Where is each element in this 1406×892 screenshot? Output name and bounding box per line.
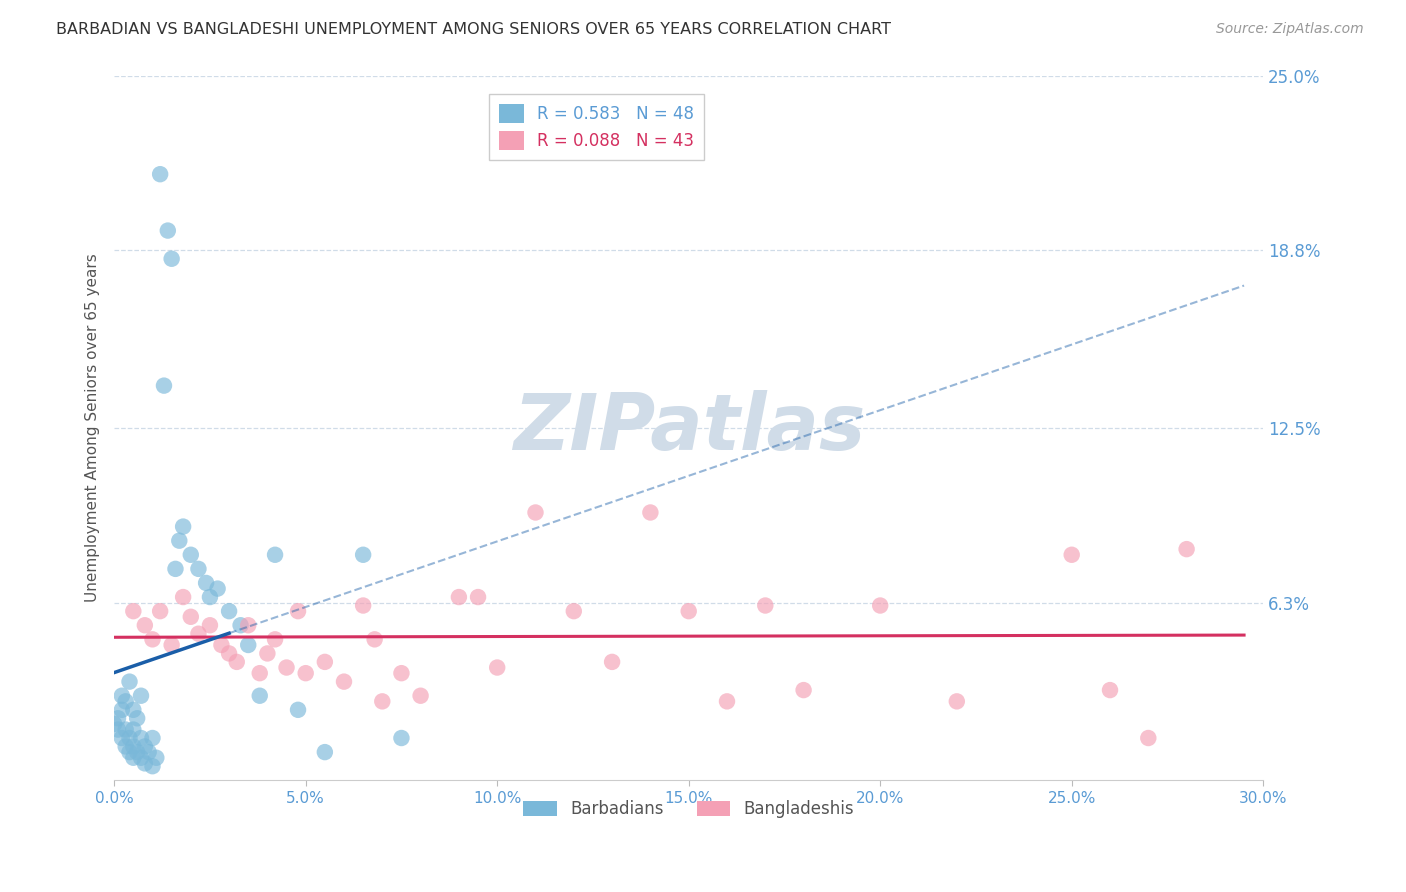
Point	[141, 759, 163, 773]
Point	[391, 666, 413, 681]
Point	[111, 689, 134, 703]
Point	[249, 666, 271, 681]
Point	[134, 756, 156, 771]
Legend: Barbadians, Bangladeshis: Barbadians, Bangladeshis	[516, 794, 860, 825]
Point	[129, 750, 152, 764]
Point	[129, 689, 152, 703]
Point	[238, 618, 260, 632]
Point	[114, 694, 136, 708]
Point	[207, 582, 229, 596]
Point	[198, 590, 221, 604]
Point	[160, 252, 183, 266]
Text: ZIPatlas: ZIPatlas	[513, 390, 865, 466]
Point	[118, 731, 141, 745]
Point	[249, 689, 271, 703]
Point	[172, 590, 194, 604]
Point	[946, 694, 969, 708]
Point	[678, 604, 700, 618]
Point	[229, 618, 252, 632]
Point	[218, 604, 240, 618]
Point	[562, 604, 585, 618]
Point	[127, 711, 149, 725]
Point	[114, 723, 136, 737]
Point	[314, 655, 336, 669]
Point	[256, 647, 278, 661]
Point	[111, 731, 134, 745]
Point	[156, 223, 179, 237]
Point	[195, 576, 218, 591]
Point	[118, 674, 141, 689]
Point	[187, 562, 209, 576]
Text: Source: ZipAtlas.com: Source: ZipAtlas.com	[1216, 22, 1364, 37]
Point	[600, 655, 623, 669]
Point	[180, 548, 202, 562]
Y-axis label: Unemployment Among Seniors over 65 years: Unemployment Among Seniors over 65 years	[86, 253, 100, 602]
Point	[160, 638, 183, 652]
Point	[287, 703, 309, 717]
Point	[294, 666, 316, 681]
Point	[129, 731, 152, 745]
Point	[122, 703, 145, 717]
Point	[264, 632, 287, 647]
Point	[149, 167, 172, 181]
Point	[225, 655, 247, 669]
Point	[287, 604, 309, 618]
Point	[1175, 542, 1198, 557]
Point	[141, 731, 163, 745]
Point	[122, 723, 145, 737]
Point	[134, 739, 156, 754]
Point	[754, 599, 776, 613]
Point	[371, 694, 394, 708]
Point	[467, 590, 489, 604]
Point	[352, 548, 374, 562]
Point	[134, 618, 156, 632]
Point	[107, 723, 129, 737]
Point	[127, 745, 149, 759]
Point	[333, 674, 356, 689]
Point	[169, 533, 191, 548]
Point	[165, 562, 187, 576]
Point	[209, 638, 232, 652]
Point	[1060, 548, 1083, 562]
Point	[145, 750, 167, 764]
Point	[352, 599, 374, 613]
Point	[141, 632, 163, 647]
Point	[238, 638, 260, 652]
Point	[314, 745, 336, 759]
Point	[409, 689, 432, 703]
Point	[447, 590, 470, 604]
Point	[486, 660, 509, 674]
Text: BARBADIAN VS BANGLADESHI UNEMPLOYMENT AMONG SENIORS OVER 65 YEARS CORRELATION CH: BARBADIAN VS BANGLADESHI UNEMPLOYMENT AM…	[56, 22, 891, 37]
Point	[149, 604, 172, 618]
Point	[122, 739, 145, 754]
Point	[172, 519, 194, 533]
Point	[198, 618, 221, 632]
Point	[180, 609, 202, 624]
Point	[103, 717, 125, 731]
Point	[107, 711, 129, 725]
Point	[138, 745, 160, 759]
Point	[640, 506, 662, 520]
Point	[187, 626, 209, 640]
Point	[869, 599, 891, 613]
Point	[122, 750, 145, 764]
Point	[118, 745, 141, 759]
Point	[122, 604, 145, 618]
Point	[391, 731, 413, 745]
Point	[114, 739, 136, 754]
Point	[1098, 683, 1121, 698]
Point	[524, 506, 547, 520]
Point	[363, 632, 385, 647]
Point	[218, 647, 240, 661]
Point	[1137, 731, 1160, 745]
Point	[716, 694, 738, 708]
Point	[276, 660, 298, 674]
Point	[153, 378, 176, 392]
Point	[793, 683, 815, 698]
Point	[264, 548, 287, 562]
Point	[111, 703, 134, 717]
